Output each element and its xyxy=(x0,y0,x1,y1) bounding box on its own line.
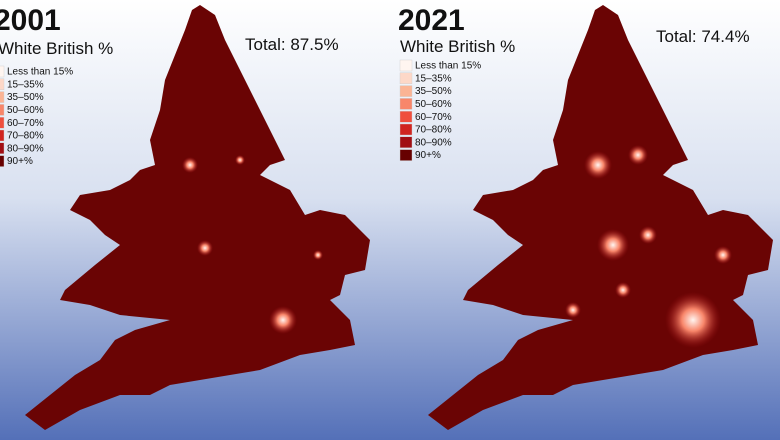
subtitle: White British % xyxy=(0,39,113,58)
legend-label: 50–60% xyxy=(7,105,44,116)
legend-label: 70–80% xyxy=(7,131,44,142)
legend-label: Less than 15% xyxy=(415,61,481,72)
total-label: Total: 74.4% xyxy=(656,27,750,46)
panel: 2021 White British % Total: 74.4% Less t… xyxy=(398,4,750,161)
legend-label: 80–90% xyxy=(7,143,44,154)
city-area xyxy=(182,157,198,173)
legend-swatch xyxy=(399,149,413,161)
city-area xyxy=(269,306,297,334)
city-area xyxy=(714,246,732,264)
city-area xyxy=(597,229,629,261)
legend-label: 15–35% xyxy=(7,79,44,90)
legend-swatch xyxy=(0,116,5,129)
legend-label: 90+% xyxy=(415,150,441,161)
legend-swatch xyxy=(399,136,413,149)
legend-swatch xyxy=(399,110,413,123)
legend-swatch xyxy=(0,129,5,142)
city-area xyxy=(615,282,631,298)
legend-label: 70–80% xyxy=(415,125,452,136)
legend-swatch xyxy=(399,59,413,72)
legend-label: 35–50% xyxy=(7,92,44,103)
city-area xyxy=(665,292,721,348)
city-area xyxy=(197,240,213,256)
legend-swatch xyxy=(0,65,5,78)
map-2021 xyxy=(428,5,773,430)
legend-swatch xyxy=(0,78,5,91)
year-title: 2001 xyxy=(0,4,61,37)
city-area xyxy=(639,226,657,244)
city-area xyxy=(565,302,581,318)
legend-label: 50–60% xyxy=(415,99,452,110)
legend-label: 90+% xyxy=(7,156,33,167)
legend-swatch xyxy=(399,98,413,110)
legend-swatch xyxy=(399,123,413,136)
city-area xyxy=(628,145,648,165)
map-2001 xyxy=(25,5,370,430)
legend-label: 15–35% xyxy=(415,73,452,84)
city-area xyxy=(584,151,612,179)
panel: 2001 White British % Total: 87.5% Less t… xyxy=(0,4,339,167)
legend-swatch xyxy=(0,142,5,155)
city-area xyxy=(235,155,245,165)
subtitle: White British % xyxy=(400,37,515,56)
legend-label: 35–50% xyxy=(415,86,452,97)
legend-swatch xyxy=(399,85,413,97)
legend-swatch xyxy=(0,91,5,103)
legend-label: 80–90% xyxy=(415,137,452,148)
legend-swatch xyxy=(399,72,413,85)
city-area xyxy=(313,250,323,260)
legend-swatch xyxy=(0,104,5,116)
legend-label: 60–70% xyxy=(415,112,452,123)
legend-swatch xyxy=(0,155,5,167)
total-label: Total: 87.5% xyxy=(245,35,339,54)
legend-label: Less than 15% xyxy=(7,67,73,78)
year-title: 2021 xyxy=(398,4,465,37)
legend-label: 60–70% xyxy=(7,118,44,129)
